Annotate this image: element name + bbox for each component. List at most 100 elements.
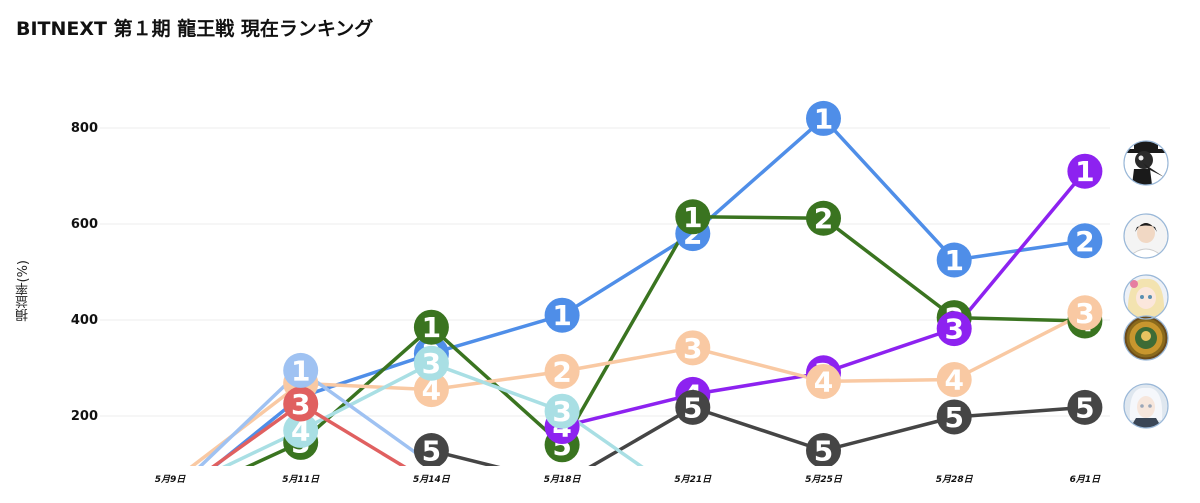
avatar-border [1123, 274, 1169, 320]
rank-marker-circle [413, 433, 449, 466]
rank-marker-circle [1067, 153, 1103, 189]
rank-marker: 2 [1067, 223, 1103, 259]
face [1136, 287, 1156, 309]
x-axis-ticks: 5月9日 5月11日 5月14日 5月18日 5月21日 5月25日 5月28日 6月1日 [155, 474, 1101, 485]
rank-marker-label: 1 [552, 299, 571, 332]
beak [1143, 163, 1164, 177]
gold-badge-avatar [1124, 316, 1168, 360]
rank-marker: 1 [1067, 153, 1103, 189]
rank-marker-label: 2 [1075, 225, 1094, 258]
series-line [245, 215, 1087, 466]
rank-marker-label: 5 [814, 435, 833, 468]
rank-marker-circle [413, 372, 449, 408]
rank-marker-circle [1067, 295, 1103, 331]
rank-marker-label: 5 [683, 391, 702, 424]
x-tick-label: 5月28日 [936, 474, 974, 485]
rank-marker: 1 [283, 352, 319, 388]
eye-left [1140, 295, 1144, 299]
rank-marker-circle [283, 386, 319, 422]
face [1137, 396, 1155, 418]
rank-marker-circle [283, 352, 319, 388]
rank-marker-label: 4 [291, 414, 310, 447]
rank-marker-label: 1 [944, 244, 963, 277]
rank-marker-circle [806, 433, 841, 466]
y-tick-label: 800 [71, 121, 98, 136]
y-axis-ticks: 200 400 600 800 [71, 121, 98, 424]
rank-marker: 3 [544, 393, 580, 429]
rank-marker-circle [675, 389, 711, 425]
rank-marker-label: 5 [1075, 391, 1094, 424]
rank-marker: 1 [675, 199, 711, 235]
x-tick-label: 5月25日 [805, 474, 843, 485]
rank-marker-circle [675, 330, 711, 366]
avatar-image [1124, 141, 1168, 185]
rank-marker: 3 [675, 330, 711, 366]
rank-marker-label: 4 [814, 365, 833, 398]
rank-marker-label: 3 [291, 388, 310, 421]
rank-marker-label: 2 [552, 355, 571, 388]
plague-doctor-avatar [1124, 141, 1168, 185]
x-tick-label: 6月1日 [1070, 474, 1102, 485]
rank-marker-circle [283, 412, 319, 448]
rank-marker: 1 [544, 297, 580, 333]
collar [1130, 418, 1162, 428]
rank-marker-label: 1 [291, 354, 310, 387]
y-tick-label: 600 [71, 217, 98, 232]
face [1137, 223, 1155, 243]
dark-hair-boy-avatar [1124, 214, 1168, 258]
rank-marker-circle [936, 399, 972, 435]
rank-marker-circle [544, 353, 580, 389]
x-tick-label: 5月21日 [674, 474, 712, 485]
rank-marker: 5 [1067, 389, 1103, 425]
rank-marker: 1 [936, 242, 972, 278]
eye-left [1140, 404, 1144, 408]
rank-marker-circle [936, 311, 972, 347]
rank-marker: 4 [806, 363, 841, 399]
rank-marker: 2 [544, 353, 580, 389]
avatar-image [1124, 316, 1168, 360]
avatar-border [1123, 213, 1169, 259]
series-line [429, 405, 1087, 466]
rank-marker-label: 3 [1075, 297, 1094, 330]
rank-marker: 4 [283, 412, 319, 448]
rank-marker-circle [1067, 389, 1103, 425]
page-title: BITNEXT 第１期 龍王戦 現在ランキング [16, 18, 374, 40]
rank-marker-circle [675, 199, 711, 235]
rank-marker-circle [936, 242, 972, 278]
cloak [1132, 169, 1152, 185]
rank-marker-label: 1 [814, 102, 833, 135]
white-hair-avatar [1124, 384, 1168, 428]
series-line [212, 116, 1087, 466]
mask [1135, 151, 1153, 169]
rank-marker: 3 [936, 311, 972, 347]
rank-marker-circle [544, 393, 580, 429]
rank-marker-label: 1 [422, 311, 441, 344]
avatar-border [1123, 140, 1169, 186]
x-tick-label: 5月9日 [155, 474, 187, 485]
avatar-image [1124, 275, 1168, 319]
rank-marker-label: 5 [422, 435, 441, 468]
rank-marker-label: 5 [944, 401, 963, 434]
avatar-border [1123, 383, 1169, 429]
hair [1135, 223, 1157, 232]
rank-marker: 1 [806, 100, 841, 136]
y-tick-label: 200 [71, 409, 98, 424]
rank-marker: 4 [413, 372, 449, 408]
rank-marker: 1 [413, 309, 449, 345]
rank-marker-circle [413, 309, 449, 345]
x-tick-label: 5月18日 [544, 474, 582, 485]
rank-marker: 5 [936, 399, 972, 435]
badge-emblem [1141, 331, 1151, 341]
rank-marker-label: 2 [814, 202, 833, 235]
eye-right [1148, 295, 1152, 299]
rank-marker-label: 4 [944, 364, 963, 397]
avatar-image [1124, 384, 1168, 428]
rank-marker-label: 3 [422, 347, 441, 380]
rank-marker: 3 [283, 386, 319, 422]
rank-marker-circle [936, 362, 972, 398]
rank-marker-label: 1 [1075, 155, 1094, 188]
rank-marker-label: 4 [422, 374, 441, 407]
rank-marker-label: 1 [683, 201, 702, 234]
hair-flower [1130, 280, 1138, 288]
hat-brim [1126, 149, 1166, 153]
